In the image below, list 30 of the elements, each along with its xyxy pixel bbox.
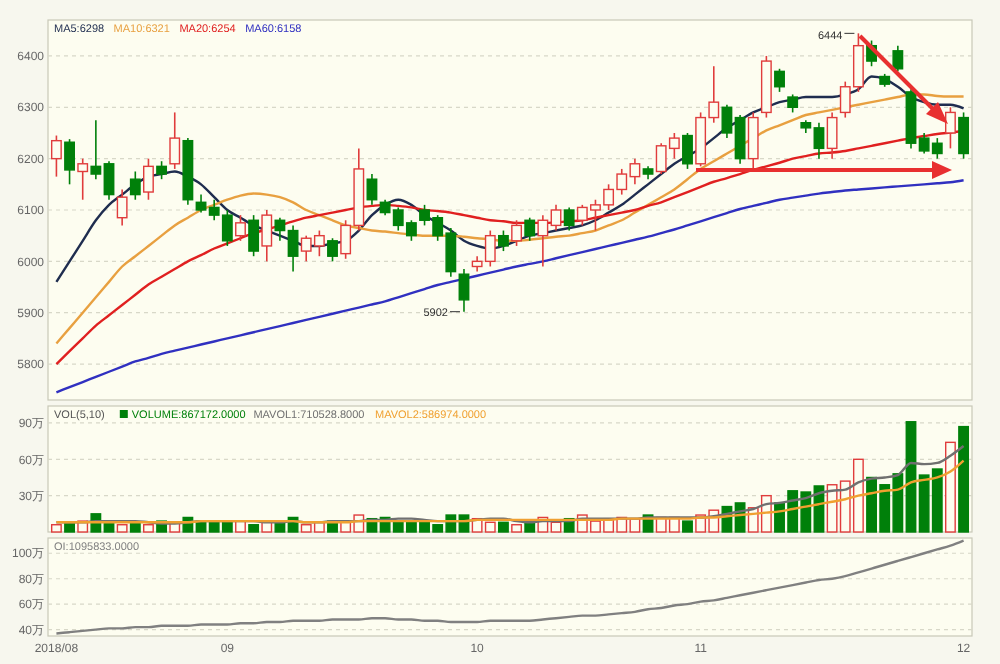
candlestick	[682, 132, 693, 170]
candlestick	[235, 214, 246, 242]
line-series	[55, 179, 965, 394]
candlestick	[826, 111, 838, 160]
candlestick	[77, 157, 89, 201]
candlestick	[116, 188, 128, 227]
candlestick	[366, 173, 378, 206]
candlestick	[524, 216, 536, 242]
candlestick	[64, 138, 75, 186]
candlestick	[563, 206, 575, 232]
candlestick	[892, 44, 904, 73]
candlestick	[497, 229, 509, 252]
bar	[248, 524, 260, 533]
candlestick	[511, 219, 523, 247]
candlestick	[458, 268, 470, 313]
candlestick	[129, 170, 141, 201]
candlestick	[169, 111, 181, 170]
bar	[958, 425, 970, 533]
candlestick	[248, 214, 260, 258]
candlestick	[945, 106, 956, 150]
line-series	[55, 459, 965, 524]
candlestick	[143, 157, 154, 201]
candlestick	[774, 67, 785, 93]
bar	[497, 521, 509, 533]
candlestick	[261, 209, 273, 263]
candlestick	[327, 237, 338, 263]
candlestick	[747, 111, 759, 170]
candlestick	[958, 111, 970, 160]
line-series	[55, 539, 965, 635]
bar	[682, 520, 693, 533]
